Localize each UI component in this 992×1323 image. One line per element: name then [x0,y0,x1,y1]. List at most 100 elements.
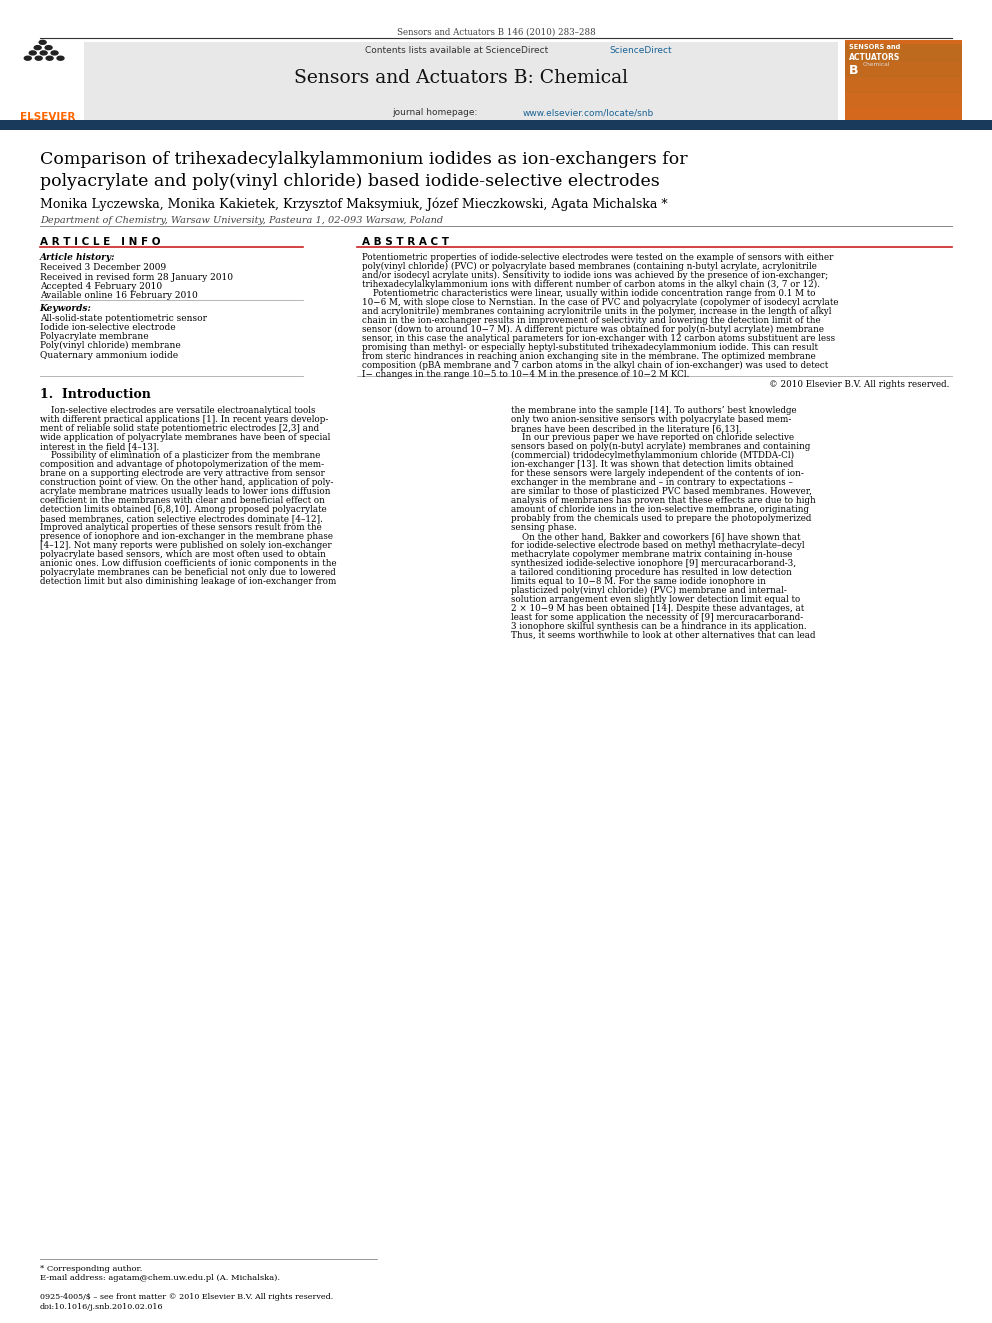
Text: branes have been described in the literature [6,13].: branes have been described in the litera… [511,425,741,433]
Text: with different practical applications [1]. In recent years develop-: with different practical applications [1… [40,415,328,425]
Text: promising than methyl- or especially heptyl-substituted trihexadecylammonium iod: promising than methyl- or especially hep… [362,343,818,352]
Text: wide application of polyacrylate membranes have been of special: wide application of polyacrylate membran… [40,433,330,442]
Ellipse shape [39,40,46,44]
Text: polyacrylate based sensors, which are most often used to obtain: polyacrylate based sensors, which are mo… [40,550,325,560]
Ellipse shape [57,56,63,60]
Text: Iodide ion-selective electrode: Iodide ion-selective electrode [40,323,176,332]
Text: methacrylate copolymer membrane matrix containing in-house: methacrylate copolymer membrane matrix c… [511,550,793,560]
Text: limits equal to 10−8 M. For the same iodide ionophore in: limits equal to 10−8 M. For the same iod… [511,577,766,586]
Text: synthesized iodide-selective ionophore [9] mercuracarborand-3,: synthesized iodide-selective ionophore [… [511,560,796,568]
Text: Improved analytical properties of these sensors result from the: Improved analytical properties of these … [40,523,321,532]
Text: composition and advantage of photopolymerization of the mem-: composition and advantage of photopolyme… [40,460,323,470]
Text: 1.  Introduction: 1. Introduction [40,388,151,401]
Text: Contents lists available at ScienceDirect: Contents lists available at ScienceDirec… [365,46,548,56]
Text: Received 3 December 2009: Received 3 December 2009 [40,263,166,273]
Ellipse shape [30,50,37,56]
Text: sensors based on poly(n-butyl acrylate) membranes and containing: sensors based on poly(n-butyl acrylate) … [511,442,810,451]
Text: Monika Lyczewska, Monika Kakietek, Krzysztof Maksymiuk, Józef Mieczkowski, Agata: Monika Lyczewska, Monika Kakietek, Krzys… [40,197,668,210]
Text: 10−6 M, with slope close to Nernstian. In the case of PVC and polyacrylate (copo: 10−6 M, with slope close to Nernstian. I… [362,298,838,307]
Text: A R T I C L E   I N F O: A R T I C L E I N F O [40,237,160,247]
Ellipse shape [36,56,42,60]
Text: presence of ionophore and ion-exchanger in the membrane phase: presence of ionophore and ion-exchanger … [40,532,332,541]
FancyBboxPatch shape [845,60,962,77]
Text: A B S T R A C T: A B S T R A C T [362,237,449,247]
Text: Thus, it seems worthwhile to look at other alternatives that can lead: Thus, it seems worthwhile to look at oth… [511,631,815,640]
Text: construction point of view. On the other hand, application of poly-: construction point of view. On the other… [40,478,333,487]
Text: analysis of membranes has proven that these effects are due to high: analysis of membranes has proven that th… [511,496,815,505]
Text: 0925-4005/$ – see front matter © 2010 Elsevier B.V. All rights reserved.: 0925-4005/$ – see front matter © 2010 El… [40,1293,333,1301]
Text: amount of chloride ions in the ion-selective membrane, originating: amount of chloride ions in the ion-selec… [511,505,808,515]
Text: journal homepage:: journal homepage: [392,108,480,118]
Text: Accepted 4 February 2010: Accepted 4 February 2010 [40,282,162,291]
Text: and acrylonitrile) membranes containing acrylonitrile units in the polymer, incr: and acrylonitrile) membranes containing … [362,307,831,316]
Text: www.elsevier.com/locate/snb: www.elsevier.com/locate/snb [523,108,654,118]
Text: acrylate membrane matrices usually leads to lower ions diffusion: acrylate membrane matrices usually leads… [40,487,330,496]
Text: exchanger in the membrane and – in contrary to expectations –: exchanger in the membrane and – in contr… [511,478,793,487]
Text: ion-exchanger [13]. It was shown that detection limits obtained: ion-exchanger [13]. It was shown that de… [511,460,794,470]
Text: for iodide-selective electrode based on methyl methacrylate–decyl: for iodide-selective electrode based on … [511,541,805,550]
FancyBboxPatch shape [84,42,838,122]
Text: ment of reliable solid state potentiometric electrodes [2,3] and: ment of reliable solid state potentiomet… [40,425,318,433]
Ellipse shape [24,56,32,60]
Text: In our previous paper we have reported on chloride selective: In our previous paper we have reported o… [511,433,794,442]
Text: coefficient in the membranes with clear and beneficial effect on: coefficient in the membranes with clear … [40,496,324,505]
Text: polyacrylate and poly(vinyl chloride) based iodide-selective electrodes: polyacrylate and poly(vinyl chloride) ba… [40,173,660,191]
Text: Available online 16 February 2010: Available online 16 February 2010 [40,291,197,300]
Text: SENSORS and: SENSORS and [849,44,901,50]
Text: ELSEVIER: ELSEVIER [20,111,75,122]
Text: sensor (down to around 10−7 M). A different picture was obtained for poly(n-buty: sensor (down to around 10−7 M). A differ… [362,324,824,333]
Text: Sensors and Actuators B: Chemical: Sensors and Actuators B: Chemical [295,69,628,87]
Text: detection limits obtained [6,8,10]. Among proposed polyacrylate: detection limits obtained [6,8,10]. Amon… [40,505,326,515]
Text: Keywords:: Keywords: [40,304,91,314]
Text: Polyacrylate membrane: Polyacrylate membrane [40,332,149,341]
Text: Quaternary ammonium iodide: Quaternary ammonium iodide [40,351,178,360]
Text: [4–12]. Not many reports were published on solely ion-exchanger: [4–12]. Not many reports were published … [40,541,331,550]
Text: I− changes in the range 10−5 to 10−4 M in the presence of 10−2 M KCl.: I− changes in the range 10−5 to 10−4 M i… [362,369,689,378]
Text: anionic ones. Low diffusion coefficients of ionic components in the: anionic ones. Low diffusion coefficients… [40,560,336,568]
FancyBboxPatch shape [845,40,962,124]
Text: trihexadecylalkylammonium ions with different number of carbon atoms in the alky: trihexadecylalkylammonium ions with diff… [362,279,820,288]
Text: Potentiometric properties of iodide-selective electrodes were tested on the exam: Potentiometric properties of iodide-sele… [362,253,833,262]
Text: the membrane into the sample [14]. To authors’ best knowledge: the membrane into the sample [14]. To au… [511,406,797,415]
Text: are similar to those of plasticized PVC based membranes. However,: are similar to those of plasticized PVC … [511,487,811,496]
Text: Chemical: Chemical [863,62,891,67]
Text: B: B [849,64,859,77]
Text: Poly(vinyl chloride) membrane: Poly(vinyl chloride) membrane [40,341,181,351]
Text: 2 × 10−9 M has been obtained [14]. Despite these advantages, at: 2 × 10−9 M has been obtained [14]. Despi… [511,605,805,613]
Text: for these sensors were largely independent of the contents of ion-: for these sensors were largely independe… [511,470,804,478]
Text: solution arrangement even slightly lower detection limit equal to: solution arrangement even slightly lower… [511,595,801,605]
Text: a tailored conditioning procedure has resulted in low detection: a tailored conditioning procedure has re… [511,568,792,577]
Text: least for some application the necessity of [9] mercuracarborand-: least for some application the necessity… [511,613,804,622]
Text: 3 ionophore skilful synthesis can be a hindrance in its application.: 3 ionophore skilful synthesis can be a h… [511,622,806,631]
Ellipse shape [40,50,47,56]
Text: composition (pBA membrane and 7 carbon atoms in the alkyl chain of ion-exchanger: composition (pBA membrane and 7 carbon a… [362,361,828,369]
Text: from steric hindrances in reaching anion exchanging site in the membrane. The op: from steric hindrances in reaching anion… [362,352,815,361]
Text: and/or isodecyl acrylate units). Sensitivity to iodide ions was achieved by the : and/or isodecyl acrylate units). Sensiti… [362,271,828,279]
Text: Possibility of elimination of a plasticizer from the membrane: Possibility of elimination of a plastici… [40,451,320,460]
Text: detection limit but also diminishing leakage of ion-exchanger from: detection limit but also diminishing lea… [40,577,336,586]
Text: plasticized poly(vinyl chloride) (PVC) membrane and internal-: plasticized poly(vinyl chloride) (PVC) m… [511,586,787,595]
Ellipse shape [46,45,53,49]
Text: chain in the ion-exchanger results in improvement of selectivity and lowering th: chain in the ion-exchanger results in im… [362,316,820,324]
FancyBboxPatch shape [845,75,962,93]
Text: only two anion-sensitive sensors with polyacrylate based mem-: only two anion-sensitive sensors with po… [511,415,792,425]
Ellipse shape [52,50,58,56]
Text: Department of Chemistry, Warsaw University, Pasteura 1, 02-093 Warsaw, Poland: Department of Chemistry, Warsaw Universi… [40,216,442,225]
Text: Potentiometric characteristics were linear, usually within iodide concentration : Potentiometric characteristics were line… [362,288,815,298]
Text: interest in the field [4–13].: interest in the field [4–13]. [40,442,159,451]
Text: Ion-selective electrodes are versatile electroanalytical tools: Ion-selective electrodes are versatile e… [40,406,315,415]
FancyBboxPatch shape [845,91,962,108]
Text: On the other hand, Bakker and coworkers [6] have shown that: On the other hand, Bakker and coworkers … [511,532,801,541]
Ellipse shape [46,56,54,60]
Text: (commercial) tridodecylmethylammonium chloride (MTDDA-Cl): (commercial) tridodecylmethylammonium ch… [511,451,794,460]
Text: sensor, in this case the analytical parameters for ion-exchanger with 12 carbon : sensor, in this case the analytical para… [362,333,835,343]
Text: Article history:: Article history: [40,253,115,262]
Text: * Corresponding author.: * Corresponding author. [40,1265,142,1273]
Text: © 2010 Elsevier B.V. All rights reserved.: © 2010 Elsevier B.V. All rights reserved… [769,380,949,389]
Text: ACTUATORS: ACTUATORS [849,53,901,62]
Text: polyacrylate membranes can be beneficial not only due to lowered: polyacrylate membranes can be beneficial… [40,568,335,577]
Text: doi:10.1016/j.snb.2010.02.016: doi:10.1016/j.snb.2010.02.016 [40,1303,164,1311]
Text: brane on a supporting electrode are very attractive from sensor: brane on a supporting electrode are very… [40,470,324,478]
Text: poly(vinyl chloride) (PVC) or polyacrylate based membranes (containing n-butyl a: poly(vinyl chloride) (PVC) or polyacryla… [362,262,817,271]
FancyBboxPatch shape [18,40,82,124]
